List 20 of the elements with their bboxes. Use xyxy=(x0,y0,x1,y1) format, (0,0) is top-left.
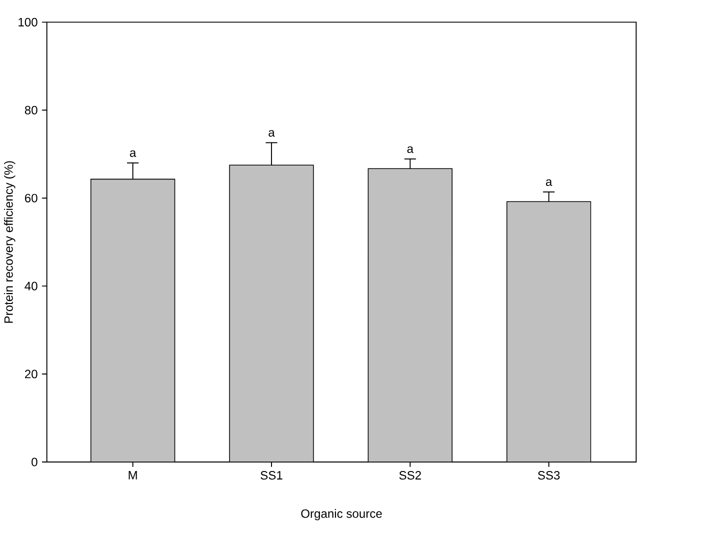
annotation: a xyxy=(407,146,414,154)
y-tick-label: 100 xyxy=(18,18,38,27)
x-axis-title: Organic source xyxy=(301,509,382,520)
annotation: a xyxy=(546,179,552,186)
y-tick-label: 20 xyxy=(25,370,38,378)
bar xyxy=(229,164,314,462)
bar xyxy=(506,201,592,462)
annotation: a xyxy=(268,130,275,137)
x-tick-label: M xyxy=(128,471,137,480)
bar xyxy=(90,178,176,462)
annotation: a xyxy=(130,150,136,158)
y-tick-label: 60 xyxy=(25,194,38,202)
y-tick-label: 40 xyxy=(24,282,38,290)
y-tick-label: 80 xyxy=(24,106,38,115)
x-tick-label: SS2 xyxy=(399,471,421,480)
y-tick-label: 0 xyxy=(32,458,38,466)
x-tick-label: SS1 xyxy=(260,471,282,480)
bar xyxy=(368,168,452,462)
y-axis-title: Protein recovery efficiency (%) xyxy=(4,161,16,323)
x-tick-label: SS3 xyxy=(538,471,560,480)
